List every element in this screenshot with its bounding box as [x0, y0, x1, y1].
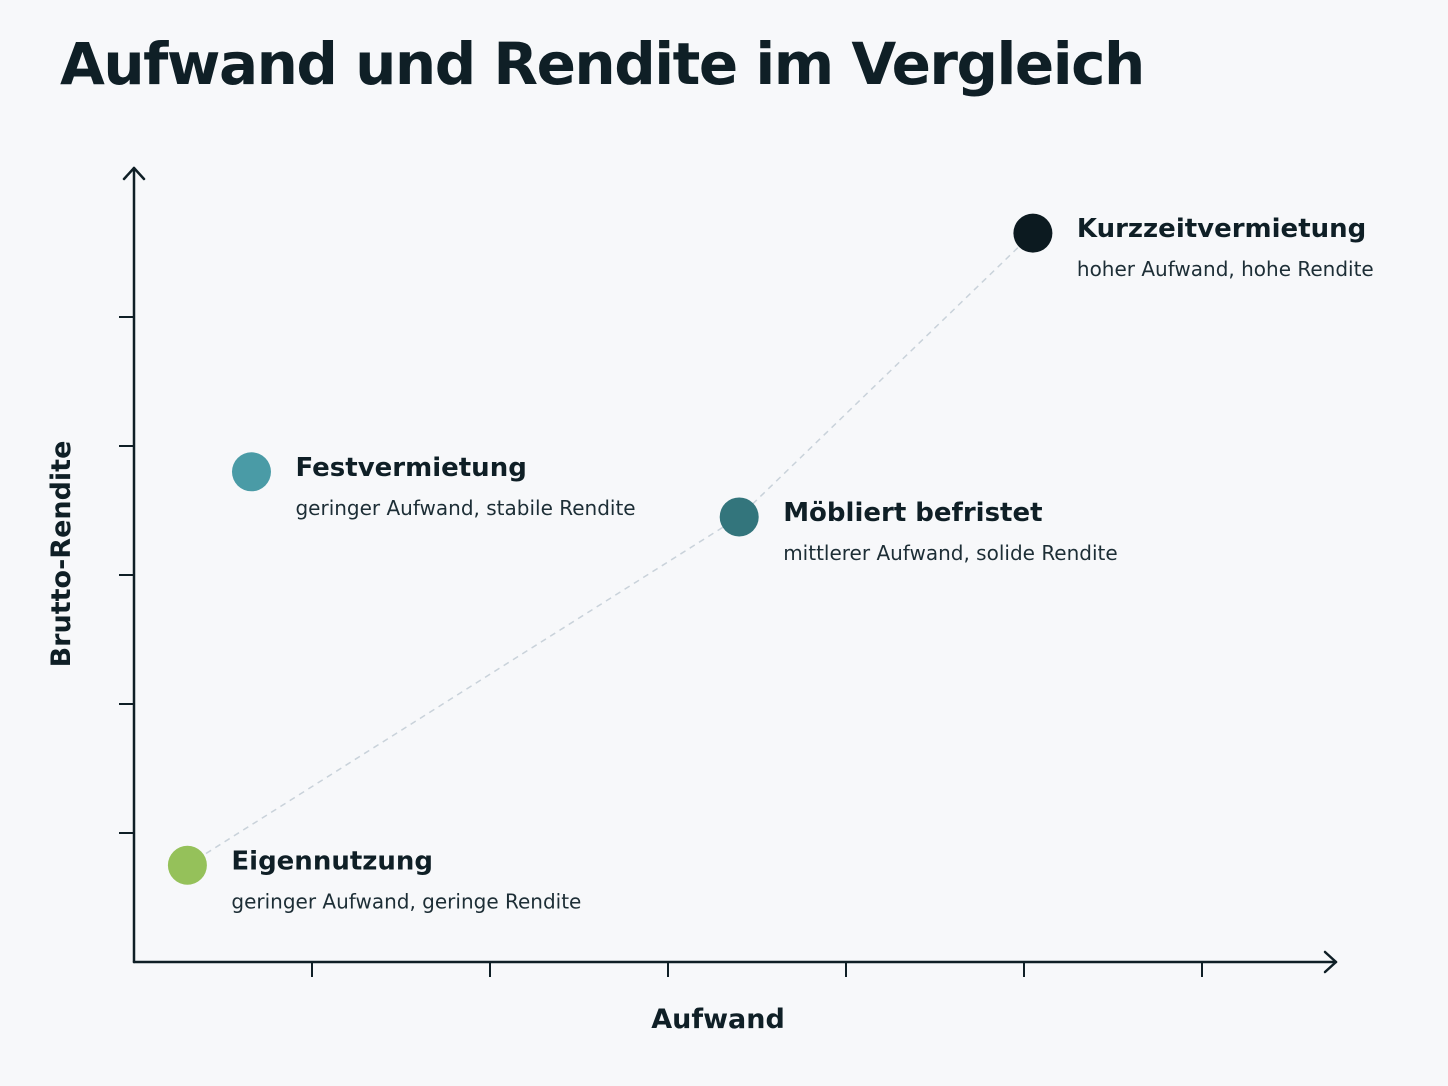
axes: [122, 166, 1338, 974]
data-point: [167, 845, 207, 885]
data-point: [231, 452, 271, 492]
point-description: geringer Aufwand, stabile Rendite: [295, 496, 635, 520]
data-point: [719, 497, 759, 537]
x-axis-title: Aufwand: [651, 1004, 785, 1035]
point-label: Festvermietung: [295, 453, 526, 483]
axis-ticks: [119, 316, 1203, 977]
data-point-group: Kurzzeitvermietung hoher Aufwand, hohe Re…: [1013, 213, 1374, 281]
point-label: Kurzzeitvermietung: [1077, 214, 1366, 244]
data-point: [1013, 213, 1053, 253]
y-axis-arrow: [122, 166, 146, 181]
point-label: Möbliert befristet: [783, 498, 1042, 528]
point-description: mittlerer Aufwand, solide Rendite: [783, 541, 1118, 565]
point-description: geringer Aufwand, geringe Rendite: [231, 889, 581, 913]
data-point-group: Festvermietung geringer Aufwand, stabile …: [231, 452, 636, 520]
point-label: Eigennutzung: [231, 846, 433, 876]
y-axis-title: Brutto-Rendite: [46, 441, 77, 668]
page-title: Aufwand und Rendite im Vergleich: [60, 30, 1145, 98]
x-axis-arrow: [1323, 950, 1338, 974]
data-point-group: Eigennutzung geringer Aufwand, geringe Re…: [167, 845, 581, 913]
data-point-group: Möbliert befristet mittlerer Aufwand, sol…: [719, 497, 1118, 565]
data-points: Eigennutzung geringer Aufwand, geringe Re…: [167, 213, 1374, 913]
point-description: hoher Aufwand, hohe Rendite: [1077, 257, 1374, 281]
